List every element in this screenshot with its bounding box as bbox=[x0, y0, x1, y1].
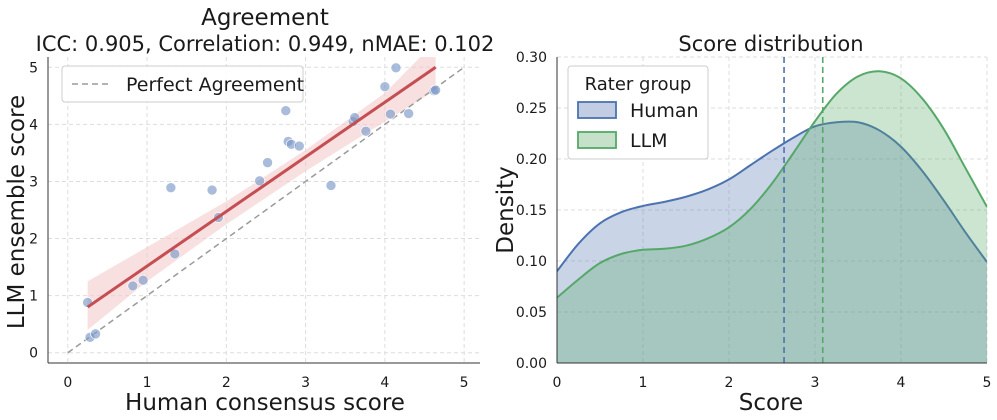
agreement-y-tick-label: 5 bbox=[29, 60, 38, 76]
agreement-x-tick-label: 5 bbox=[460, 375, 469, 391]
distribution-x-tick-label: 4 bbox=[897, 375, 906, 391]
legend-identity-label: Perfect Agreement bbox=[126, 74, 304, 96]
agreement-x-tick-label: 3 bbox=[301, 375, 310, 391]
distribution-y-tick-label: 0.20 bbox=[516, 152, 547, 168]
agreement-x-tick-label: 2 bbox=[222, 375, 231, 391]
scatter-point bbox=[137, 274, 149, 286]
human-density-area bbox=[557, 121, 987, 363]
distribution-y-tick-label: 0.15 bbox=[516, 203, 547, 219]
scatter-point bbox=[325, 180, 337, 191]
scatter-point bbox=[385, 108, 396, 120]
confidence-band bbox=[87, 57, 436, 330]
llm-density-line bbox=[557, 70, 987, 299]
perfect-agreement-line bbox=[67, 66, 465, 354]
scatter-point bbox=[127, 280, 139, 292]
agreement-title: Agreement bbox=[201, 5, 329, 31]
agreement-subtitle: ICC: 0.905, Correlation: 0.949, nMAE: 0.… bbox=[36, 32, 495, 56]
agreement-y-tick-label: 1 bbox=[29, 289, 38, 305]
legend-llm-label: LLM bbox=[630, 130, 668, 152]
distribution-title: Score distribution bbox=[678, 32, 863, 56]
scatter-point bbox=[262, 157, 273, 168]
scatter-point bbox=[165, 182, 177, 194]
agreement-x-tick-label: 0 bbox=[63, 375, 72, 391]
scatter-point bbox=[90, 328, 101, 340]
agreement-y-label: LLM ensemble score bbox=[4, 95, 30, 329]
scatter-point bbox=[206, 184, 218, 196]
scatter-point bbox=[280, 105, 292, 116]
distribution-y-tick-label: 0.00 bbox=[516, 356, 547, 372]
scatter-point bbox=[390, 62, 402, 74]
scatter-point bbox=[293, 140, 305, 152]
agreement-x-label: Human consensus score bbox=[125, 390, 405, 416]
scatter-point bbox=[169, 248, 181, 260]
agreement-grid bbox=[48, 57, 480, 363]
distribution-y-tick-label: 0.05 bbox=[516, 305, 547, 321]
legend-human-swatch bbox=[577, 101, 617, 119]
distribution-y-tick-label: 0.25 bbox=[516, 101, 547, 117]
distribution-chart: Score distribution 0 1 2 3 4 5 0.00 0.05 0.10 0.1… bbox=[493, 32, 991, 416]
agreement-y-tick-label: 0 bbox=[29, 346, 38, 362]
distribution-y-label: Density bbox=[493, 166, 519, 253]
agreement-x-tick-label: 4 bbox=[380, 375, 389, 391]
distribution-x-tick-label: 5 bbox=[983, 375, 992, 391]
distribution-x-tick-label: 1 bbox=[639, 375, 648, 391]
scatter-point bbox=[430, 84, 441, 96]
distribution-legend-title: Rater group bbox=[585, 74, 692, 95]
distribution-x-tick-label: 0 bbox=[553, 375, 562, 391]
agreement-chart: Agreement ICC: 0.905, Correlation: 0.949… bbox=[4, 5, 494, 416]
scatter-point bbox=[403, 108, 414, 119]
distribution-y-tick-label: 0.30 bbox=[516, 50, 547, 66]
distribution-legend: Rater group Human LLM bbox=[567, 65, 709, 160]
agreement-legend: Perfect Agreement bbox=[61, 65, 304, 103]
scatter-point bbox=[254, 175, 265, 187]
distribution-x-label: Score bbox=[739, 390, 803, 416]
scatter-point bbox=[360, 125, 372, 137]
agreement-plot-area bbox=[48, 57, 480, 363]
distribution-x-tick-label: 3 bbox=[811, 375, 820, 391]
llm-density-area bbox=[557, 71, 987, 363]
human-density-line bbox=[557, 120, 987, 272]
regression-line bbox=[86, 66, 437, 309]
legend-llm-swatch bbox=[577, 131, 617, 149]
distribution-x-tick-label: 2 bbox=[725, 375, 734, 391]
agreement-y-tick-label: 3 bbox=[29, 174, 38, 190]
scatter-point bbox=[379, 81, 391, 92]
agreement-y-tick-label: 2 bbox=[29, 232, 38, 248]
agreement-x-tick-label: 1 bbox=[143, 375, 152, 391]
agreement-y-tick-label: 4 bbox=[29, 117, 38, 133]
distribution-y-tick-label: 0.10 bbox=[516, 254, 547, 270]
agreement-legend-box bbox=[61, 65, 304, 103]
legend-human-label: Human bbox=[630, 100, 699, 122]
